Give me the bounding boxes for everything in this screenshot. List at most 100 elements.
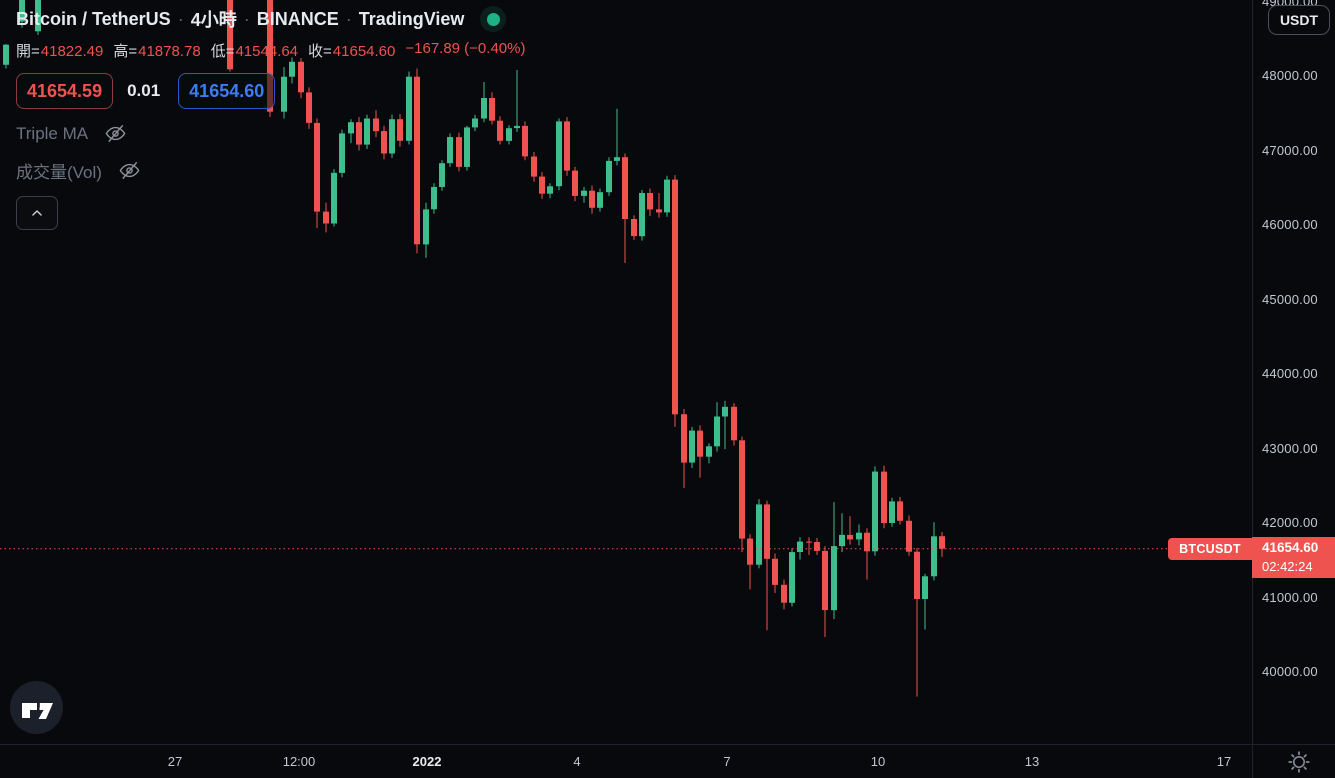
candle: [589, 185, 595, 214]
candle: [547, 183, 553, 199]
candle: [781, 579, 787, 610]
chart-legend: Bitcoin / TetherUS · 4小時 · BINANCE · Tra…: [16, 0, 525, 230]
candle: [864, 528, 870, 580]
connection-status-icon[interactable]: [480, 6, 507, 32]
candle: [539, 172, 545, 199]
candle-partial: [3, 44, 9, 69]
time-axis-label: 13: [1024, 754, 1040, 769]
eye-off-icon[interactable]: [118, 159, 141, 182]
high-label: 高=: [113, 43, 138, 60]
candle: [656, 193, 662, 218]
candle: [897, 496, 903, 525]
spread-value: 0.01: [127, 81, 161, 100]
last-price-badge: 41654.60 02:42:24: [1252, 537, 1335, 578]
candle: [606, 157, 612, 196]
candle: [439, 160, 445, 191]
exchange-label[interactable]: BINANCE: [256, 8, 339, 29]
currency-unit-button[interactable]: USDT: [1268, 5, 1330, 35]
candle: [314, 118, 320, 228]
candle: [756, 499, 762, 569]
candle: [298, 58, 304, 99]
candle: [889, 497, 895, 527]
close-label: 收=: [308, 43, 332, 60]
candle: [431, 183, 437, 214]
candle: [664, 175, 670, 217]
interval-label[interactable]: 4小時: [190, 10, 237, 30]
candle: [847, 516, 853, 545]
sun-icon: [1287, 750, 1310, 773]
candle: [697, 425, 703, 478]
time-axis-label: 10: [870, 754, 886, 769]
candle: [706, 443, 712, 464]
candle: [639, 190, 645, 241]
eye-off-icon[interactable]: [104, 122, 127, 145]
indicator-label[interactable]: 成交量(Vol): [16, 163, 102, 182]
candle-partial: [227, 0, 233, 72]
candle: [356, 117, 362, 151]
candle: [364, 114, 370, 149]
low-value: 41544.64: [235, 43, 299, 60]
candle: [281, 67, 287, 119]
time-axis-label: 4: [573, 754, 581, 769]
chevron-up-icon: [32, 210, 42, 216]
bar-countdown-timer: 02:42:24: [1262, 558, 1313, 574]
open-label: 開=: [16, 43, 40, 60]
price-axis-label: 47000.00: [1262, 142, 1318, 158]
symbol-name[interactable]: Bitcoin / TetherUS: [16, 8, 171, 29]
candle: [672, 175, 678, 427]
candle: [397, 114, 403, 147]
candlestick-chart[interactable]: [0, 0, 1252, 744]
candle: [722, 400, 728, 450]
candle: [423, 202, 429, 258]
candle-partial: [19, 0, 25, 28]
time-axis-label: 27: [167, 754, 183, 769]
collapse-legend-button[interactable]: [16, 196, 58, 230]
candle: [689, 426, 695, 468]
candle-partial: [35, 0, 41, 35]
symbol-title-row[interactable]: Bitcoin / TetherUS · 4小時 · BINANCE · Tra…: [16, 6, 525, 32]
time-axis-label: 17: [1216, 754, 1232, 769]
theme-toggle-button[interactable]: [1285, 748, 1312, 775]
candle: [572, 166, 578, 202]
candle: [597, 188, 603, 212]
candle: [856, 524, 862, 546]
title-separator: ·: [177, 8, 184, 29]
candle: [506, 125, 512, 145]
candle: [797, 537, 803, 560]
candle: [881, 465, 887, 529]
indicator-row-triple-ma[interactable]: Triple MA: [16, 122, 525, 145]
price-axis-label: 48000.00: [1262, 68, 1318, 83]
candle: [906, 515, 912, 556]
last-price-symbol-badge: BTCUSDT: [1168, 538, 1252, 560]
price-axis[interactable]: 49000.00 48000.00 47000.00 46000.00 45000.00…: [1252, 0, 1335, 744]
candle: [806, 537, 812, 555]
high-value: 41878.78: [138, 43, 201, 60]
price-axis-label: 41000.00: [1262, 589, 1318, 605]
candle: [922, 573, 928, 630]
candle: [631, 215, 637, 240]
candle: [914, 548, 920, 697]
candle: [531, 152, 537, 182]
candle: [497, 116, 503, 145]
candle: [339, 129, 345, 178]
tradingview-logo[interactable]: [8, 679, 65, 741]
candle: [681, 409, 687, 488]
close-value: 41654.60: [332, 43, 396, 60]
candle: [647, 188, 653, 217]
status-dot: [486, 12, 500, 26]
platform-label[interactable]: TradingView: [358, 8, 465, 29]
candle: [764, 500, 770, 631]
indicator-label[interactable]: Triple MA: [16, 123, 89, 143]
price-axis-divider: [1252, 0, 1253, 778]
time-axis[interactable]: 27 12:00 2022 4 7 10 13 17: [0, 744, 1335, 778]
candle: [331, 169, 337, 227]
buy-price-button[interactable]: 41654.60: [178, 73, 276, 109]
indicator-row-volume[interactable]: 成交量(Vol): [16, 158, 525, 183]
sell-price-button[interactable]: 41654.59: [16, 73, 114, 109]
price-axis-label: 42000.00: [1262, 515, 1318, 530]
price-axis-label: 44000.00: [1262, 366, 1318, 381]
price-axis-label: 46000.00: [1262, 217, 1318, 232]
candle: [772, 553, 778, 593]
candle: [747, 534, 753, 590]
